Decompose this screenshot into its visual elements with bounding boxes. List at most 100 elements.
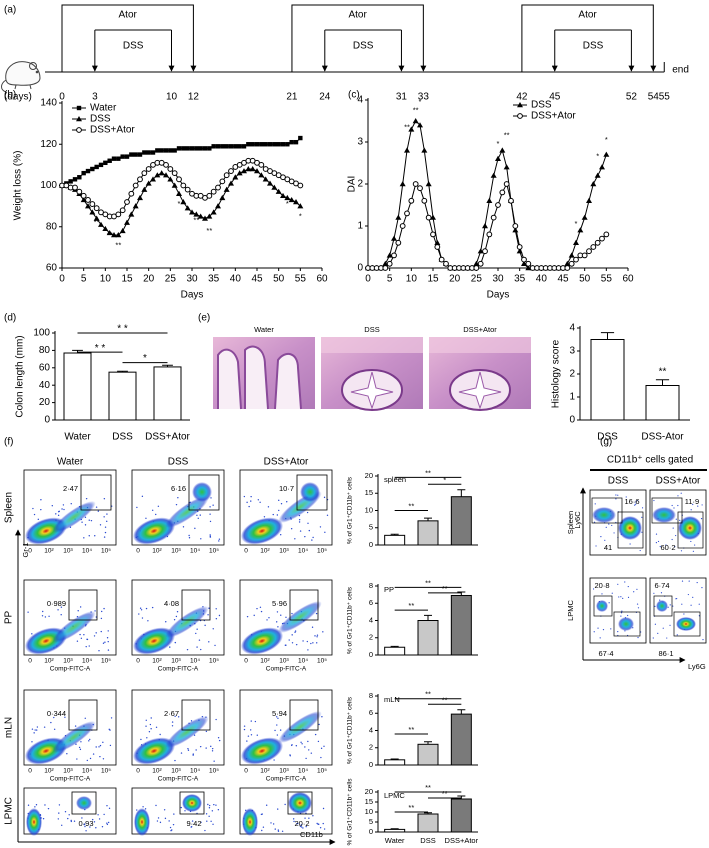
marker-triangle [80, 196, 87, 203]
y-axis-label: % of Gr1⁺CD11b⁺ cells [347, 696, 354, 764]
event-dot [209, 536, 212, 538]
gate-value: 86·1 [658, 649, 673, 658]
axis-tick-label: 10³ [171, 658, 181, 665]
x-tick-label: DSS-Ator [641, 432, 684, 443]
event-dot [261, 829, 263, 832]
annotation: ** [408, 725, 414, 734]
bar [417, 620, 439, 656]
marker-circle [124, 199, 130, 205]
marker-circle [141, 170, 148, 177]
y-tick-label: 60 [39, 362, 51, 373]
event-dot [653, 592, 655, 594]
day-label: 42 [516, 92, 528, 103]
axis-tick-label: 10⁵ [101, 768, 111, 775]
event-dot [70, 502, 72, 505]
marker-circle [477, 260, 484, 267]
marker-circle [486, 231, 493, 238]
marker-circle [210, 188, 217, 195]
event-dot [312, 536, 314, 539]
event-dot [681, 580, 684, 582]
event-dot [42, 818, 45, 820]
event-dot [611, 524, 613, 527]
event-dot [312, 815, 314, 817]
gate-value: 5·96 [272, 599, 287, 608]
event-dot [48, 615, 50, 617]
marker-triangle [202, 215, 208, 221]
y-tick-label: 5 [369, 817, 373, 826]
marker-square [163, 148, 169, 153]
event-dot [86, 638, 88, 640]
marker-triangle [119, 227, 126, 234]
event-dot [95, 827, 97, 829]
event-dot [60, 613, 62, 616]
marker-triangle [254, 168, 260, 174]
marker-square [111, 156, 117, 161]
panel-label: (g) [600, 437, 612, 448]
column-label: DSS [608, 476, 629, 487]
column-label: DSS [168, 457, 189, 468]
annotation: * [419, 97, 422, 106]
density-cloud [240, 627, 284, 655]
axis-tick-label: 10² [44, 548, 54, 555]
event-dot [263, 516, 266, 518]
event-dot [301, 743, 303, 745]
event-dot [314, 635, 316, 637]
event-dot [106, 805, 108, 807]
event-dot [288, 639, 290, 641]
axis-tick-label: 10² [152, 658, 162, 665]
marker-circle [473, 265, 480, 271]
marker-circle [215, 184, 221, 191]
y-tick-label: 6 [369, 708, 373, 717]
event-dot [106, 822, 108, 824]
event-dot [210, 745, 212, 748]
event-dot [196, 628, 198, 630]
event-dot [669, 604, 671, 606]
channel-label: Comp-FITC-A [50, 666, 91, 673]
marker-square [159, 148, 164, 153]
x-tick-label: 60 [622, 274, 634, 285]
event-dot [275, 716, 278, 718]
event-dot [679, 519, 681, 522]
legend-marker [76, 127, 82, 133]
event-dot [637, 607, 640, 609]
y-tick-label: 15 [365, 797, 373, 806]
marker-triangle [386, 252, 393, 258]
event-dot [602, 629, 605, 631]
density-gate-cloud [288, 792, 312, 814]
tissue-fold [217, 345, 302, 410]
y-tick-label: 0 [369, 827, 373, 836]
event-dot [308, 749, 310, 751]
event-dot [34, 729, 36, 731]
marker-circle [586, 248, 592, 255]
marker-square [280, 142, 286, 147]
marker-triangle [193, 211, 200, 217]
gate-value: 20·2 [294, 819, 309, 828]
event-dot [211, 750, 214, 752]
event-dot [259, 606, 262, 609]
marker-triangle [249, 166, 256, 172]
marker-circle [434, 244, 441, 250]
event-dot [700, 517, 703, 520]
event-dot [605, 526, 607, 528]
marker-square [185, 146, 190, 151]
y-tick-label: 120 [40, 139, 57, 150]
event-dot [270, 822, 272, 824]
marker-square [237, 144, 242, 149]
axis-tick-label: 10⁴ [82, 768, 92, 775]
event-dot [159, 821, 162, 824]
marker-circle [176, 176, 182, 183]
image-label: DSS [364, 325, 379, 334]
event-dot [688, 580, 690, 582]
annotation: ** [442, 695, 448, 704]
marker-square [189, 146, 195, 151]
event-dot [594, 503, 596, 505]
density-cloud [240, 737, 284, 765]
event-dot [323, 745, 325, 747]
event-dot [85, 830, 87, 832]
event-dot [150, 717, 152, 719]
event-dot [40, 508, 42, 511]
y-tick-label: 0 [357, 263, 363, 274]
event-dot [323, 496, 326, 499]
marker-triangle [408, 126, 415, 132]
event-dot [106, 637, 109, 639]
